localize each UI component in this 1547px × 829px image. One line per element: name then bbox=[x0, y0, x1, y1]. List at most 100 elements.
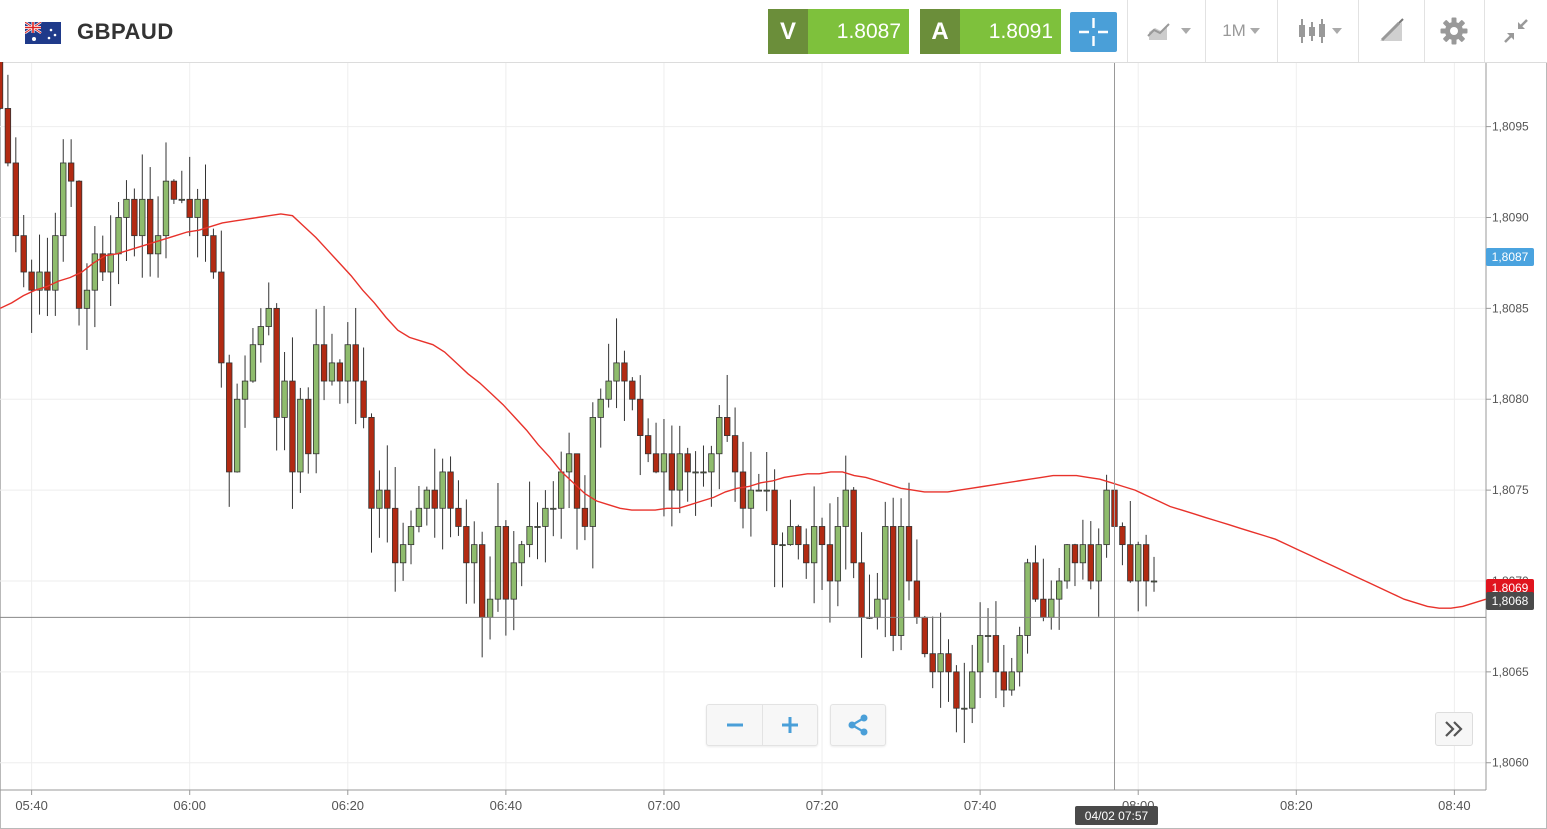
candle-body bbox=[273, 307, 280, 418]
candle-body bbox=[502, 526, 510, 600]
candle-down bbox=[621, 350, 628, 421]
zoom-in-button[interactable] bbox=[763, 705, 817, 745]
candle-body bbox=[154, 235, 162, 255]
y-tick-label: 1,8090 bbox=[1492, 210, 1529, 224]
candle-down bbox=[771, 469, 778, 588]
candle-body bbox=[249, 344, 257, 382]
candle-up bbox=[281, 351, 288, 451]
candle-up bbox=[810, 486, 818, 604]
candle-up bbox=[882, 501, 889, 638]
candle-body bbox=[1150, 580, 1158, 583]
candle-body bbox=[803, 544, 810, 564]
candle-body bbox=[328, 362, 336, 382]
candle-down bbox=[4, 74, 12, 167]
candle-down bbox=[731, 407, 739, 502]
collapse-button[interactable] bbox=[1490, 0, 1542, 62]
candle-down bbox=[44, 237, 51, 317]
candle-up bbox=[692, 451, 699, 516]
candle-up bbox=[716, 405, 723, 490]
candle-body bbox=[795, 526, 802, 546]
candle-down bbox=[992, 601, 1000, 699]
candle-up bbox=[36, 234, 43, 315]
candle-body bbox=[779, 544, 786, 547]
candle-up bbox=[550, 481, 557, 537]
candle-body bbox=[99, 253, 106, 273]
candle-body bbox=[368, 417, 375, 509]
timeframe-button[interactable]: 1M bbox=[1210, 0, 1272, 62]
candle-up bbox=[313, 309, 320, 474]
chart-type-button[interactable] bbox=[1135, 0, 1200, 62]
share-button[interactable] bbox=[830, 704, 886, 746]
candle-style-button[interactable] bbox=[1285, 0, 1353, 62]
candle-body bbox=[731, 435, 739, 473]
candle-body bbox=[1103, 489, 1110, 546]
candle-body bbox=[1071, 544, 1079, 564]
candle-body bbox=[637, 398, 644, 436]
candle-body bbox=[471, 544, 478, 564]
candlestick-icon bbox=[1299, 19, 1325, 43]
candle-body bbox=[1063, 544, 1071, 582]
zoom-out-button[interactable] bbox=[707, 705, 763, 745]
candle-body bbox=[810, 526, 818, 564]
candle-down bbox=[186, 156, 193, 237]
candle-down bbox=[170, 179, 178, 204]
scroll-to-latest-button[interactable] bbox=[1435, 712, 1473, 746]
candle-up bbox=[834, 496, 842, 607]
candle-down bbox=[573, 453, 581, 550]
candle-body bbox=[1008, 671, 1015, 691]
x-tick-label: 06:20 bbox=[332, 798, 365, 813]
candle-body bbox=[305, 398, 312, 455]
candle-body bbox=[708, 453, 715, 473]
candle-body bbox=[890, 526, 897, 636]
candle-down bbox=[953, 665, 960, 733]
candle-body bbox=[20, 235, 27, 273]
ask-price-label: 1,8087 bbox=[1486, 248, 1534, 266]
candle-up bbox=[660, 418, 668, 517]
y-tick-label: 1,8075 bbox=[1492, 483, 1529, 497]
collapse-icon bbox=[1504, 19, 1528, 43]
candle-body bbox=[716, 417, 723, 455]
candle-up bbox=[534, 502, 541, 560]
candle-body bbox=[1040, 598, 1047, 618]
candle-body bbox=[1056, 580, 1063, 600]
buy-button[interactable]: A 1.8091 bbox=[920, 9, 1061, 54]
sell-button[interactable]: V 1.8087 bbox=[768, 9, 909, 54]
candle-down bbox=[320, 305, 328, 401]
candle-up bbox=[423, 486, 430, 526]
candle-body bbox=[589, 417, 596, 527]
candle-up bbox=[107, 215, 114, 306]
candle-body bbox=[336, 362, 344, 382]
settings-button[interactable] bbox=[1428, 0, 1480, 62]
candle-up bbox=[969, 644, 976, 724]
toolbar-divider bbox=[1127, 0, 1128, 62]
candle-body bbox=[415, 507, 423, 527]
candle-body bbox=[882, 526, 889, 600]
candle-up bbox=[1048, 580, 1055, 630]
crosshair-price-label: 1,8068 bbox=[1486, 592, 1534, 610]
candle-body bbox=[67, 162, 75, 182]
y-tick-label: 1,8085 bbox=[1492, 301, 1529, 315]
candle-up bbox=[542, 490, 549, 563]
sell-price: 1.8087 bbox=[808, 9, 909, 54]
candle-down bbox=[929, 616, 936, 689]
crosshair-button[interactable] bbox=[1070, 12, 1117, 52]
draw-button[interactable] bbox=[1363, 0, 1421, 62]
candle-down bbox=[1000, 644, 1008, 708]
candle-up bbox=[407, 510, 415, 565]
sell-label: V bbox=[768, 9, 808, 54]
candle-up bbox=[747, 451, 755, 537]
candlestick-chart[interactable]: 1,80951,80901,80851,80801,80751,80701,80… bbox=[0, 62, 1547, 829]
candle-down bbox=[289, 337, 296, 509]
candle-body bbox=[621, 362, 628, 382]
candle-body bbox=[178, 198, 185, 201]
candle-body bbox=[281, 380, 288, 418]
candle-body bbox=[581, 507, 589, 527]
candle-body bbox=[139, 198, 146, 237]
candle-body bbox=[91, 253, 99, 291]
candle-up bbox=[265, 282, 272, 336]
candle-up bbox=[613, 318, 620, 409]
candle-up bbox=[115, 202, 122, 285]
candle-body bbox=[984, 635, 992, 637]
candle-body bbox=[692, 471, 699, 474]
candle-up bbox=[194, 188, 201, 258]
